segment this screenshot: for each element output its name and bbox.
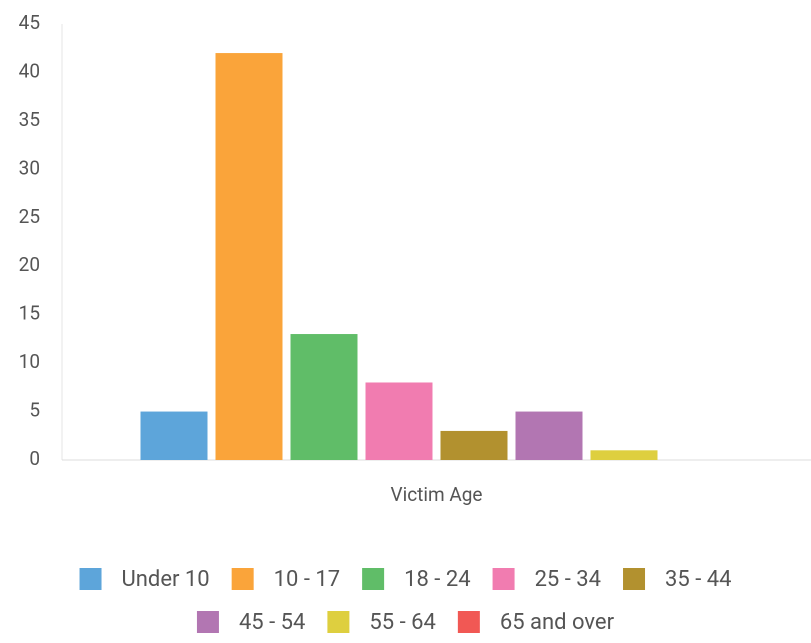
y-tick-label: 20 — [19, 253, 40, 276]
y-tick-label: 30 — [19, 156, 40, 179]
legend-swatch — [623, 568, 646, 590]
y-tick-label: 0 — [29, 447, 40, 470]
legend-label: 45 - 54 — [239, 610, 305, 635]
bar — [515, 411, 583, 460]
bar — [215, 53, 283, 461]
legend-label: 25 - 34 — [535, 567, 601, 592]
bar — [290, 334, 358, 460]
legend-swatch — [327, 611, 350, 633]
bar — [440, 430, 508, 460]
bar — [140, 411, 208, 460]
legend-swatch — [492, 568, 515, 590]
legend-label: 55 - 64 — [369, 610, 435, 635]
y-tick-label: 5 — [29, 399, 40, 422]
legend-swatch — [362, 568, 385, 590]
y-tick-label: 25 — [19, 205, 40, 228]
legend-swatch — [231, 568, 254, 590]
legend-label: 10 - 17 — [274, 567, 340, 592]
y-tick-label: 35 — [19, 108, 40, 131]
legend-label: 35 - 44 — [665, 567, 731, 592]
y-tick-label: 10 — [19, 350, 40, 373]
legend-swatch — [196, 611, 219, 633]
y-tick-label: 15 — [19, 302, 40, 325]
y-tick-label: 45 — [19, 11, 40, 34]
legend-label: 18 - 24 — [404, 567, 470, 592]
legend-label: 65 and over — [500, 610, 615, 635]
x-tick-label: Victim Age — [390, 483, 482, 506]
legend-swatch — [79, 568, 102, 590]
legend-swatch — [457, 611, 480, 633]
bar — [365, 382, 433, 460]
legend-label: Under 10 — [122, 567, 210, 592]
y-tick-label: 40 — [19, 59, 40, 82]
bar — [590, 450, 658, 460]
